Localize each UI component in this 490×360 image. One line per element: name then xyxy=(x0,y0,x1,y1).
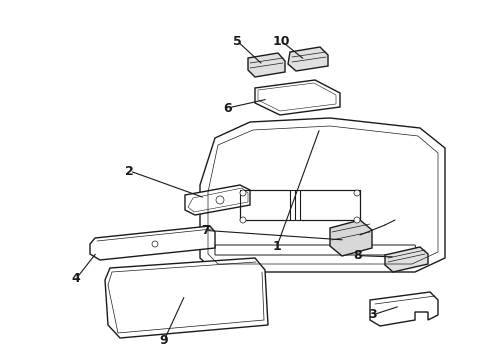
Polygon shape xyxy=(185,185,250,215)
Text: 3: 3 xyxy=(368,309,377,321)
Text: 1: 1 xyxy=(272,240,281,253)
Polygon shape xyxy=(255,80,340,115)
Polygon shape xyxy=(370,292,438,326)
Circle shape xyxy=(240,217,246,223)
Text: 6: 6 xyxy=(223,102,232,114)
Polygon shape xyxy=(248,53,285,77)
Text: 9: 9 xyxy=(160,334,169,347)
Polygon shape xyxy=(330,220,372,256)
Polygon shape xyxy=(215,245,418,255)
Text: 10: 10 xyxy=(273,35,291,48)
Polygon shape xyxy=(105,258,268,338)
Polygon shape xyxy=(200,118,445,272)
Circle shape xyxy=(354,217,360,223)
Text: 4: 4 xyxy=(72,273,80,285)
Text: 2: 2 xyxy=(125,165,134,177)
Text: 5: 5 xyxy=(233,35,242,48)
Circle shape xyxy=(240,190,246,196)
Text: 7: 7 xyxy=(201,224,210,237)
Polygon shape xyxy=(240,190,290,220)
Circle shape xyxy=(216,196,224,204)
Text: 8: 8 xyxy=(353,249,362,262)
Polygon shape xyxy=(385,247,428,272)
Polygon shape xyxy=(90,226,215,260)
Polygon shape xyxy=(300,190,360,220)
Circle shape xyxy=(152,241,158,247)
Circle shape xyxy=(354,190,360,196)
Polygon shape xyxy=(288,47,328,71)
